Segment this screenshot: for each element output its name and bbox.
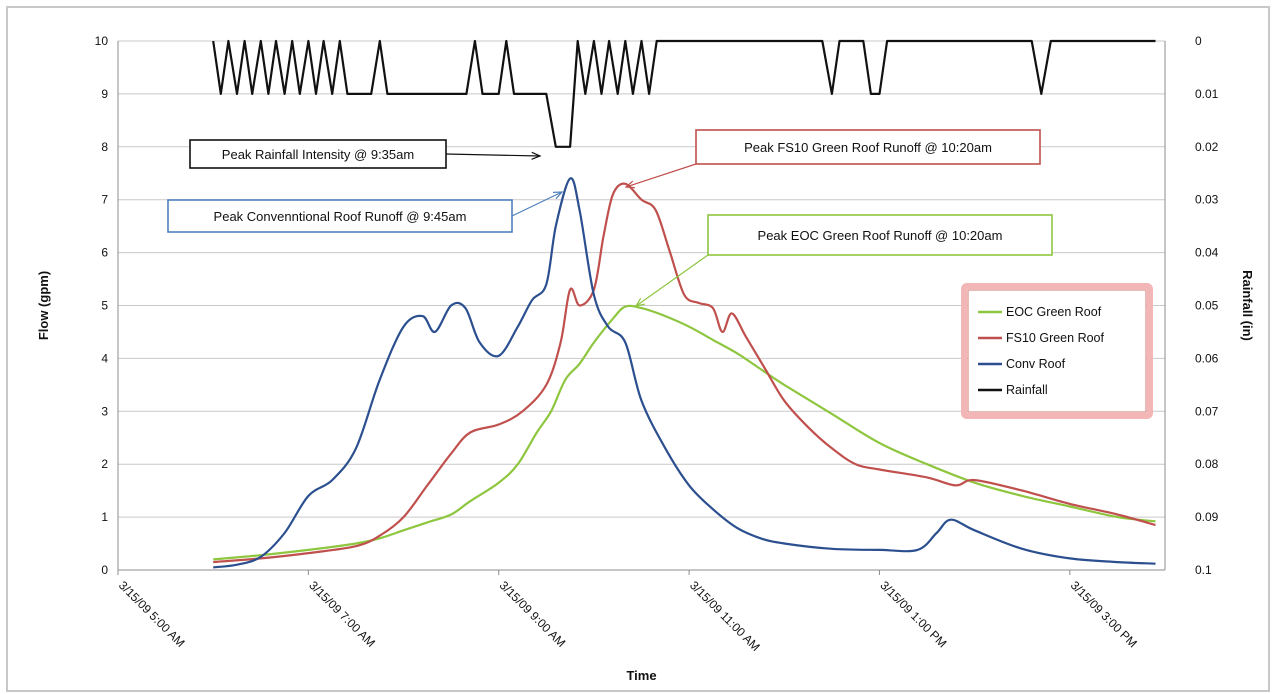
- x-tick-label: 3/15/09 5:00 AM: [116, 578, 188, 650]
- legend: EOC Green Roof FS10 Green Roof Conv Roof Ra…: [961, 283, 1153, 419]
- y-tick-label: 7: [101, 193, 108, 207]
- annotations: Peak Rainfall Intensity @ 9:35am Peak FS1…: [167, 129, 1053, 307]
- legend-glow: [961, 283, 1153, 419]
- y2-tick-label: 0.09: [1195, 510, 1219, 524]
- x-axis-title: Time: [626, 668, 656, 683]
- y-tick-label: 8: [101, 140, 108, 154]
- y2-axis-title: Rainfall (in): [1240, 270, 1255, 341]
- annotation-label: Peak Convenntional Roof Runoff @ 9:45am: [214, 209, 467, 224]
- y2-tick-label: 0: [1195, 34, 1202, 48]
- y-tick-label: 10: [95, 34, 109, 48]
- x-tick-label: 3/15/09 7:00 AM: [306, 578, 378, 650]
- series-lines: [212, 39, 1156, 569]
- y2-tick-label: 0.1: [1195, 563, 1212, 577]
- y2-tick-label: 0.03: [1195, 193, 1219, 207]
- annotation-arrow-line: [625, 163, 697, 188]
- annotation-2: Peak FS10 Green Roof Runoff @ 10:20am: [624, 129, 1041, 189]
- x-tick-label: 3/15/09 1:00 PM: [877, 578, 949, 650]
- annotation-arrow-line: [445, 153, 541, 157]
- annotation-arrowhead: [624, 180, 636, 189]
- annotation-label: Peak EOC Green Roof Runoff @ 10:20am: [758, 228, 1003, 243]
- y2-tick-label: 0.06: [1195, 351, 1219, 365]
- series-line-conv-roof: [213, 177, 1156, 569]
- y-tick-label: 4: [101, 351, 108, 365]
- y2-tick-label: 0.07: [1195, 404, 1219, 418]
- annotation-label: Peak FS10 Green Roof Runoff @ 10:20am: [744, 140, 992, 155]
- annotation-arrowhead: [552, 191, 564, 200]
- x-tick-label: 3/15/09 3:00 PM: [1068, 578, 1140, 650]
- y-tick-label: 9: [101, 87, 108, 101]
- legend-box: [967, 289, 1147, 413]
- y2-tick-label: 0.04: [1195, 246, 1219, 260]
- annotation-arrowhead: [531, 151, 542, 160]
- annotation-arrow-line: [635, 254, 709, 307]
- legend-item-label: Conv Roof: [1006, 357, 1066, 371]
- series-line-eoc-green-roof: [213, 304, 1156, 561]
- legend-item-label: FS10 Green Roof: [1006, 331, 1104, 345]
- y-tick-label: 2: [101, 457, 108, 471]
- y-tick-label: 5: [101, 299, 108, 313]
- x-tick-label: 3/15/09 11:00 AM: [687, 578, 763, 654]
- y2-tick-label: 0.02: [1195, 140, 1219, 154]
- legend-item-label: Rainfall: [1006, 383, 1048, 397]
- y2-tick-label: 0.08: [1195, 457, 1219, 471]
- annotation-1: Peak Rainfall Intensity @ 9:35am: [189, 139, 542, 169]
- y2-tick-label: 0.05: [1195, 299, 1219, 313]
- y-tick-label: 0: [101, 563, 108, 577]
- x-tick-label: 3/15/09 9:00 AM: [497, 578, 569, 650]
- y-tick-label: 3: [101, 404, 108, 418]
- series-line-rainfall: [212, 39, 1156, 148]
- series-line-fs10-green-roof: [213, 182, 1156, 564]
- annotation-3: Peak Convenntional Roof Runoff @ 9:45am: [167, 191, 564, 233]
- y-tick-label: 1: [101, 510, 108, 524]
- y2-tick-label: 0.01: [1195, 87, 1219, 101]
- annotation-arrow-line: [511, 191, 563, 217]
- y-tick-label: 6: [101, 246, 108, 260]
- y-axis-title: Flow (gpm): [36, 271, 51, 340]
- annotation-box: [695, 129, 1041, 165]
- legend-item-label: EOC Green Roof: [1006, 305, 1102, 319]
- annotation-4: Peak EOC Green Roof Runoff @ 10:20am: [634, 214, 1053, 307]
- annotation-label: Peak Rainfall Intensity @ 9:35am: [222, 147, 414, 162]
- annotation-box: [707, 214, 1053, 256]
- annotation-arrowhead: [634, 297, 645, 307]
